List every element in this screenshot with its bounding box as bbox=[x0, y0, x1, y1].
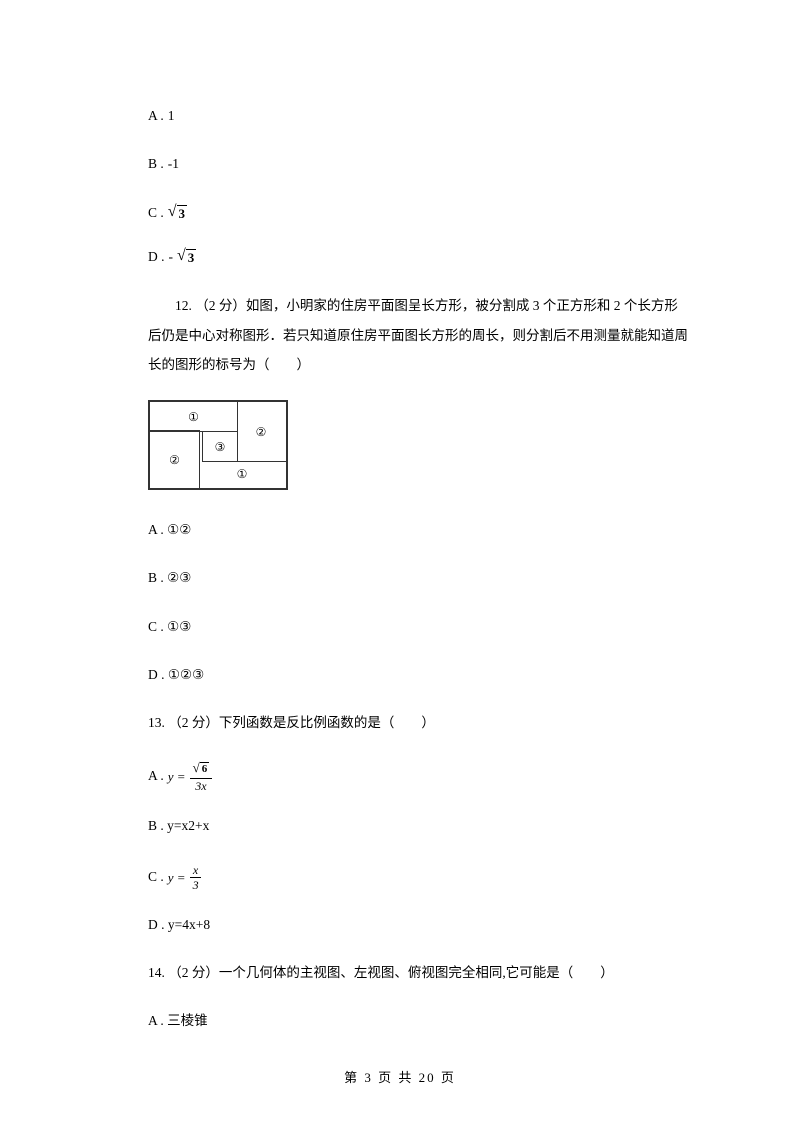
q12-option-c: C . ①③ bbox=[148, 617, 690, 637]
q12-points: （2 分） bbox=[195, 298, 246, 313]
option-label: D . bbox=[148, 247, 165, 267]
q14-option-a: A . 三棱锥 bbox=[148, 1011, 690, 1031]
option-label: A . bbox=[148, 766, 164, 786]
room-label: ① bbox=[198, 460, 286, 488]
q12-stem: 12. （2 分）如图，小明家的住房平面图呈长方形，被分割成 3 个正方形和 2… bbox=[148, 291, 690, 380]
option-label: A . bbox=[148, 106, 164, 126]
room-label: ② bbox=[150, 430, 200, 488]
q12-number: 12. bbox=[175, 298, 195, 313]
q13-option-a: A . y = √ 6 3x bbox=[148, 761, 690, 791]
q12-option-b: B . ②③ bbox=[148, 568, 690, 588]
option-value: -1 bbox=[168, 154, 179, 174]
neg-sign: - bbox=[169, 247, 174, 267]
q13-option-b: B . y=x2+x bbox=[148, 816, 690, 836]
q12-option-d: D . ①②③ bbox=[148, 665, 690, 685]
q12-diagram: ① ② ② ③ ① bbox=[148, 400, 690, 490]
option-label: B . bbox=[148, 154, 164, 174]
q14-stem: 14. （2 分）一个几何体的主视图、左视图、俯视图完全相同,它可能是（ ） bbox=[148, 963, 690, 983]
option-label: C . bbox=[148, 867, 164, 887]
q11-option-d: D . - √ 3 bbox=[148, 247, 690, 267]
q11-option-c: C . √ 3 bbox=[148, 203, 690, 223]
formula: y = √ 6 3x bbox=[168, 761, 214, 791]
option-value: 1 bbox=[168, 106, 175, 126]
q11-option-a: A . 1 bbox=[148, 106, 690, 126]
room-label: ② bbox=[236, 402, 286, 462]
q13-option-d: D . y=4x+8 bbox=[148, 915, 690, 935]
q12-option-a: A . ①② bbox=[148, 520, 690, 540]
option-label: C . bbox=[148, 203, 164, 223]
room-label: ① bbox=[150, 402, 238, 432]
sqrt-icon: √ 3 bbox=[168, 204, 187, 222]
room-label: ③ bbox=[202, 432, 238, 462]
q13-option-c: C . y = x 3 bbox=[148, 864, 690, 891]
q11-option-b: B . -1 bbox=[148, 154, 690, 174]
page-footer: 第 3 页 共 20 页 bbox=[0, 1067, 800, 1086]
formula: y = x 3 bbox=[168, 864, 204, 891]
sqrt-icon: √ 3 bbox=[177, 248, 196, 266]
sqrt-icon: √ 6 bbox=[193, 761, 210, 776]
q13-stem: 13. （2 分）下列函数是反比例函数的是（ ） bbox=[148, 713, 690, 733]
